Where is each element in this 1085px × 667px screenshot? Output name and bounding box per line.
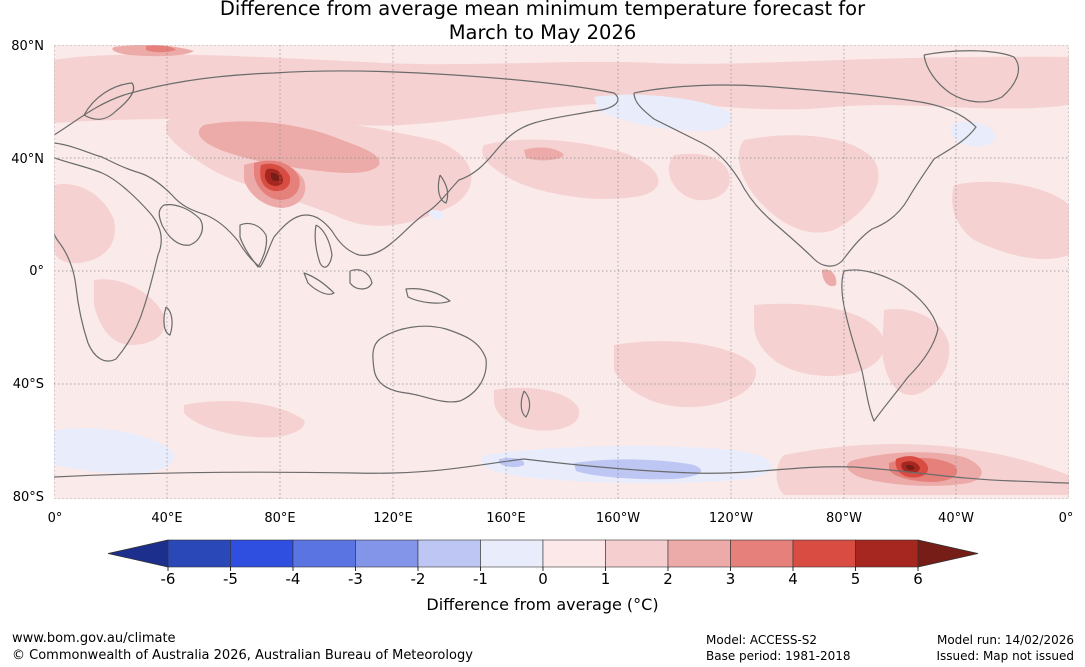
colorbar-swatches	[107, 539, 979, 568]
colorbar-swatch	[605, 539, 669, 568]
coast-nz	[520, 390, 531, 418]
lat-label-40s: 40°S	[12, 377, 44, 392]
graticule	[54, 45, 1069, 499]
coast-indochina	[314, 224, 333, 268]
colorbar-tick-label: -4	[286, 570, 301, 588]
colorbar-under-arrow	[107, 539, 169, 568]
map-title: Difference from average mean minimum tem…	[0, 0, 1085, 45]
lon-label-0-left: 0°	[47, 511, 63, 526]
lon-label-40e: 40°E	[151, 511, 183, 526]
colorbar-tick-label: 1	[601, 570, 611, 588]
colorbar-swatch	[292, 539, 356, 568]
footer-copyright: © Commonwealth of Australia 2026, Austra…	[12, 648, 473, 663]
colorbar-swatch	[480, 539, 544, 568]
colorbar-swatch	[167, 539, 231, 568]
coast-madagascar	[163, 306, 173, 336]
coast-africa	[54, 157, 162, 362]
colorbar-tick-label: 2	[663, 570, 673, 588]
title-line-2: March to May 2026	[448, 21, 637, 44]
colorbar-label: Difference from average (°C)	[426, 595, 659, 614]
lon-label-120w: 120°W	[708, 511, 754, 526]
footer-issued: Issued: Map not issued	[936, 649, 1074, 663]
lon-label-80w: 80°W	[826, 511, 862, 526]
coast-south-america	[841, 269, 939, 422]
coast-borneo	[349, 269, 373, 290]
colorbar-swatch	[792, 539, 856, 568]
lat-label-0: 0°	[29, 264, 44, 279]
lat-label-80n: 80°N	[11, 39, 44, 54]
lon-label-120e: 120°E	[373, 511, 413, 526]
coast-antarctica	[54, 458, 1069, 484]
colorbar-ticks: -6 -5 -4 -3 -2 -1 0 1 2 3 4 5 6	[161, 567, 923, 588]
anomaly-negative-regions	[54, 94, 996, 484]
colorbar-tick-label: -1	[473, 570, 488, 588]
colorbar-swatch	[730, 539, 794, 568]
coast-arabia	[158, 204, 203, 246]
lon-label-80e: 80°E	[264, 511, 296, 526]
colorbar-swatch	[542, 539, 606, 568]
colorbar-tick-label: -2	[411, 570, 426, 588]
colorbar-over-arrow	[917, 539, 979, 568]
coast-newguinea	[405, 288, 451, 304]
map-frame	[54, 45, 1069, 499]
lat-label-40n: 40°N	[11, 152, 44, 167]
colorbar-swatch	[355, 539, 419, 568]
colorbar-swatch	[417, 539, 481, 568]
lat-label-80s: 80°S	[12, 490, 44, 505]
colorbar-swatch	[667, 539, 731, 568]
footer-base-period: Base period: 1981-2018	[706, 649, 851, 663]
colorbar-tick-label: -6	[161, 570, 176, 588]
footer-model: Model: ACCESS-S2	[706, 633, 818, 647]
title-line-1: Difference from average mean minimum tem…	[219, 0, 866, 20]
colorbar-tick-label: 4	[788, 570, 798, 588]
coast-greenland	[923, 50, 1019, 103]
colorbar-tick-label: -3	[348, 570, 363, 588]
colorbar-swatch	[230, 539, 294, 568]
coast-sumatra	[303, 272, 335, 295]
colorbar-tick-label: 3	[726, 570, 736, 588]
colorbar-tick-label: 0	[538, 570, 548, 588]
colorbar-tick-label: 6	[913, 570, 923, 588]
coast-scandinavia	[83, 82, 135, 120]
colorbar: -6 -5 -4 -3 -2 -1 0 1 2 3 4 5 6	[107, 539, 979, 588]
lon-label-0-right: 0°	[1058, 511, 1074, 526]
lon-label-160w: 160°W	[595, 511, 641, 526]
colorbar-swatch	[855, 539, 919, 568]
lon-label-40w: 40°W	[938, 511, 974, 526]
footer-model-run: Model run: 14/02/2026	[936, 633, 1074, 647]
colorbar-tick-label: 5	[851, 570, 861, 588]
lon-label-160e: 160°E	[486, 511, 526, 526]
coast-india	[239, 222, 268, 268]
footer-url[interactable]: www.bom.gov.au/climate	[12, 631, 176, 646]
coast-japan	[437, 174, 449, 204]
coast-eurasia	[54, 70, 619, 268]
forecast-map	[54, 45, 1069, 499]
coast-north-america	[633, 84, 977, 267]
continent-outlines	[54, 50, 1069, 484]
anomaly-hotspots	[260, 163, 929, 478]
colorbar-tick-label: -5	[223, 570, 238, 588]
coast-australia	[372, 325, 487, 403]
